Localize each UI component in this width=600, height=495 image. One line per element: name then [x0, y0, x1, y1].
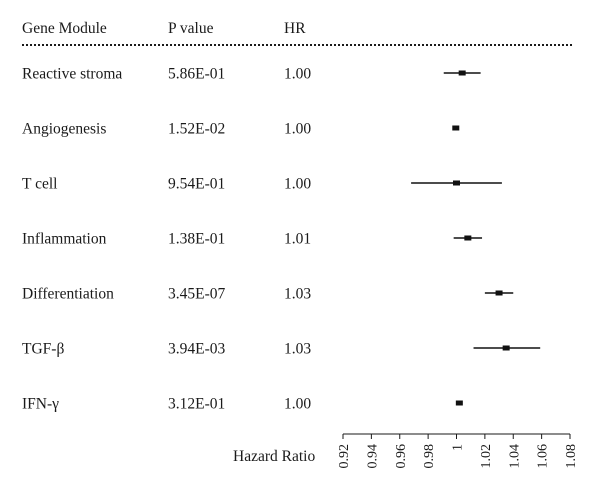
header-p-value: P value [168, 20, 214, 37]
header-gene-module: Gene Module [22, 20, 107, 37]
row-p-value: 3.45E-07 [168, 286, 226, 303]
forest-row: T cell 9.54E-01 1.00 [22, 176, 502, 193]
x-axis-ticks: 0.92 0.94 0.96 0.98 1 1.02 1.04 1.06 1.08 [337, 434, 579, 469]
x-tick-label: 1.04 [507, 444, 522, 469]
row-module-label: IFN-γ [22, 396, 59, 413]
hr-point [495, 290, 503, 296]
forest-rows: Reactive stroma 5.86E-01 1.00 Angiogenesis 1… [22, 66, 541, 413]
row-hr-value: 1.00 [284, 396, 311, 413]
forest-row: IFN-γ 3.12E-01 1.00 [22, 396, 463, 413]
row-module-label: Inflammation [22, 231, 107, 248]
x-tick-label: 0.94 [365, 444, 380, 469]
hr-point [502, 345, 510, 351]
row-p-value: 3.12E-01 [168, 396, 225, 413]
row-module-label: T cell [22, 176, 57, 193]
row-hr-value: 1.00 [284, 176, 311, 193]
row-hr-value: 1.03 [284, 341, 311, 358]
hr-point [453, 180, 460, 186]
x-tick-label: 0.92 [337, 444, 352, 469]
forest-row: TGF-β 3.94E-03 1.03 [22, 341, 541, 358]
row-hr-value: 1.01 [284, 231, 311, 248]
row-module-label: TGF-β [22, 341, 64, 358]
hr-point [455, 400, 463, 406]
hr-point [464, 235, 472, 241]
x-tick-label: 1.02 [479, 444, 494, 469]
hr-point [458, 70, 466, 76]
x-tick-label: 1.06 [536, 444, 551, 469]
row-p-value: 5.86E-01 [168, 66, 225, 83]
row-module-label: Angiogenesis [22, 121, 106, 138]
x-tick-label: 1.08 [564, 444, 579, 469]
x-tick-label: 0.96 [394, 444, 409, 469]
x-tick-label: 1 [451, 444, 466, 451]
row-p-value: 9.54E-01 [168, 176, 225, 193]
row-p-value: 1.52E-02 [168, 121, 225, 138]
row-hr-value: 1.00 [284, 121, 311, 138]
row-module-label: Differentiation [22, 286, 114, 303]
forest-row: Inflammation 1.38E-01 1.01 [22, 231, 483, 248]
row-hr-value: 1.00 [284, 66, 311, 83]
row-module-label: Reactive stroma [22, 66, 122, 83]
forest-row: Reactive stroma 5.86E-01 1.00 [22, 66, 481, 83]
x-tick-label: 0.98 [422, 444, 437, 469]
forest-row: Differentiation 3.45E-07 1.03 [22, 286, 514, 303]
x-axis: 0.92 0.94 0.96 0.98 1 1.02 1.04 1.06 1.08 [337, 433, 579, 469]
hr-point [452, 125, 460, 131]
row-p-value: 3.94E-03 [168, 341, 226, 358]
row-hr-value: 1.03 [284, 286, 311, 303]
row-p-value: 1.38E-01 [168, 231, 225, 248]
forest-row: Angiogenesis 1.52E-02 1.00 [22, 121, 460, 138]
x-axis-label: Hazard Ratio [233, 448, 315, 465]
header-hr: HR [284, 20, 306, 37]
